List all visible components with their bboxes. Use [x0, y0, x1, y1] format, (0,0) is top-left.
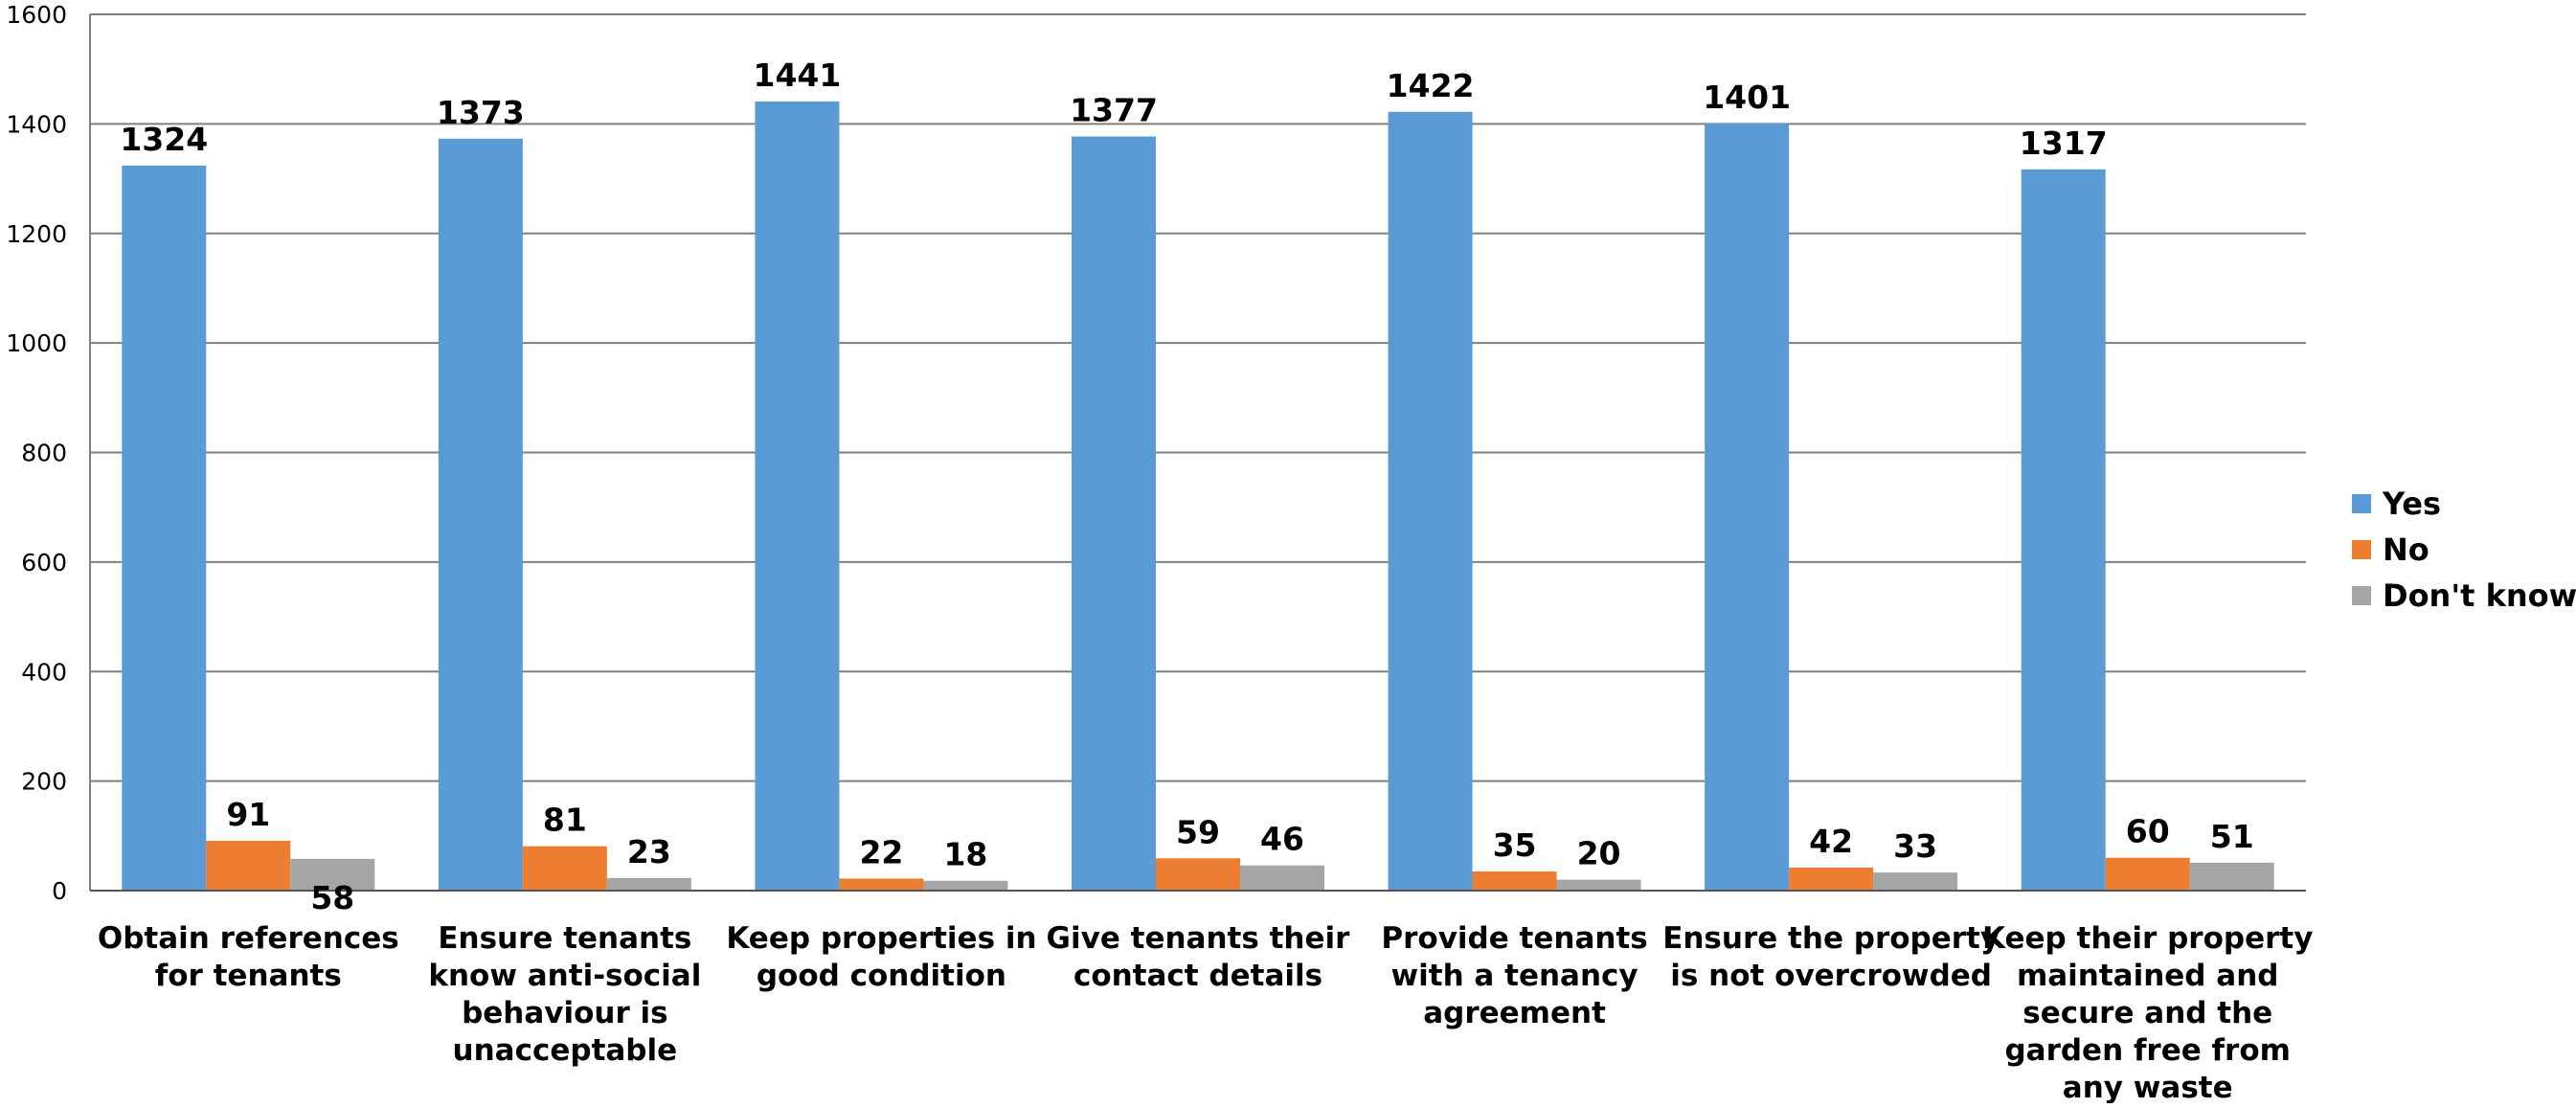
data-label: 1441 [753, 57, 841, 94]
y-tick-label: 1400 [6, 110, 67, 138]
legend-label: Yes [2382, 486, 2441, 522]
y-tick-label: 200 [21, 768, 67, 796]
data-label: 91 [226, 796, 270, 833]
bar-don-t-know [923, 880, 1008, 891]
category-label: Ensure tenants know anti-social behaviour … [428, 921, 701, 1068]
data-label: 20 [1577, 835, 1621, 872]
category-label-line: Obtain references [98, 921, 399, 956]
category-label-line: Provide tenants [1381, 921, 1647, 956]
bar-don-t-know [290, 858, 375, 891]
legend-swatch [2352, 494, 2371, 513]
category-label: Keep properties in good condition [726, 921, 1036, 993]
bar-yes [1705, 123, 1790, 892]
category-label-line: Give tenants their [1047, 921, 1351, 956]
bar-no [1156, 858, 1240, 891]
data-label: 18 [943, 836, 987, 873]
y-tick-label: 800 [21, 440, 67, 467]
bar-no [522, 846, 607, 891]
category-label-line: for tenants [155, 959, 342, 993]
data-label: 1377 [1070, 92, 1158, 129]
data-label: 35 [1493, 826, 1537, 864]
y-tick-label: 1600 [6, 1, 67, 29]
category-label-line: agreement [1423, 996, 1606, 1030]
category-label-line: Keep properties in [726, 921, 1036, 956]
category-label-line: know anti-social [428, 959, 701, 993]
data-label: 59 [1176, 813, 1220, 850]
y-tick-label: 0 [52, 877, 67, 905]
category-label: Give tenants their contact details [1047, 921, 1351, 993]
bar-yes [2021, 169, 2106, 891]
bar-yes [1388, 111, 1473, 891]
category-label-line: Keep their property [1982, 921, 2313, 956]
bar-don-t-know [1240, 865, 1324, 891]
data-label: 60 [2126, 813, 2170, 850]
bar-no [206, 840, 291, 891]
data-label: 22 [859, 833, 903, 871]
x-axis-category-labels: Obtain references for tenants Ensure tenan… [98, 921, 2314, 1105]
data-label: 1324 [120, 121, 208, 158]
data-label: 1373 [437, 94, 525, 131]
bar-don-t-know [606, 877, 691, 891]
bar-yes [755, 101, 840, 892]
y-tick-label: 1000 [6, 329, 67, 357]
category-label: Keep their property maintained and secure … [1982, 921, 2313, 1103]
y-axis-tick-labels: 0 200 400 600 800 1000 1200 1400 1600 [6, 1, 67, 905]
category-label-line: is not overcrowded [1670, 959, 1992, 993]
y-tick-label: 1200 [6, 220, 67, 248]
bar-no [839, 878, 924, 891]
legend-label: No [2383, 531, 2429, 568]
data-label: 1317 [2020, 124, 2108, 162]
bar-yes [438, 138, 523, 892]
data-label: 1422 [1387, 67, 1475, 104]
data-labels: 1324 91 58 1373 81 23 1441 22 18 1377 59 46 1422 35 20… [120, 57, 2253, 916]
legend-swatch [2352, 586, 2371, 605]
bar-no [1789, 867, 1874, 891]
bars [122, 101, 2274, 892]
category-label-line: Ensure the property [1662, 921, 2000, 956]
gridlines [90, 13, 2306, 892]
bar-don-t-know [1556, 879, 1641, 891]
axes [89, 14, 2306, 892]
category-label-line: behaviour is [462, 996, 668, 1030]
y-tick-label: 400 [21, 658, 67, 686]
bar-yes [1072, 136, 1156, 891]
data-label: 1401 [1703, 79, 1791, 116]
bar-don-t-know [1873, 872, 1958, 891]
category-label-line: good condition [757, 959, 1006, 993]
category-label: Provide tenants with a tenancy agreement [1381, 921, 1647, 1030]
legend-swatch [2352, 540, 2371, 559]
legend: Yes No Don't know [2352, 486, 2576, 614]
legend-label: Don't know [2383, 577, 2576, 614]
data-label: 81 [543, 802, 587, 839]
category-label-line: Ensure tenants [438, 921, 691, 956]
category-label-line: any waste [2063, 1071, 2233, 1103]
category-label-line: maintained and [2017, 959, 2279, 993]
category-label-line: contact details [1073, 959, 1322, 993]
category-label-line: with a tenancy [1390, 959, 1638, 993]
category-label: Obtain references for tenants [98, 921, 399, 993]
bar-no [2105, 857, 2190, 891]
data-label: 51 [2210, 818, 2254, 855]
data-label: 23 [627, 833, 671, 871]
bar-don-t-know [2189, 862, 2274, 891]
category-label: Ensure the property is not overcrowded [1662, 921, 2000, 993]
category-label-line: secure and the [2022, 996, 2272, 1030]
category-label-line: unacceptable [453, 1033, 678, 1068]
category-label-line: garden free from [2004, 1033, 2290, 1068]
y-tick-label: 600 [21, 549, 67, 577]
bar-no [1472, 871, 1557, 891]
data-label: 58 [310, 879, 354, 916]
data-label: 42 [1809, 823, 1853, 860]
data-label: 33 [1893, 827, 1937, 865]
bar-yes [122, 165, 207, 891]
data-label: 46 [1260, 821, 1304, 858]
